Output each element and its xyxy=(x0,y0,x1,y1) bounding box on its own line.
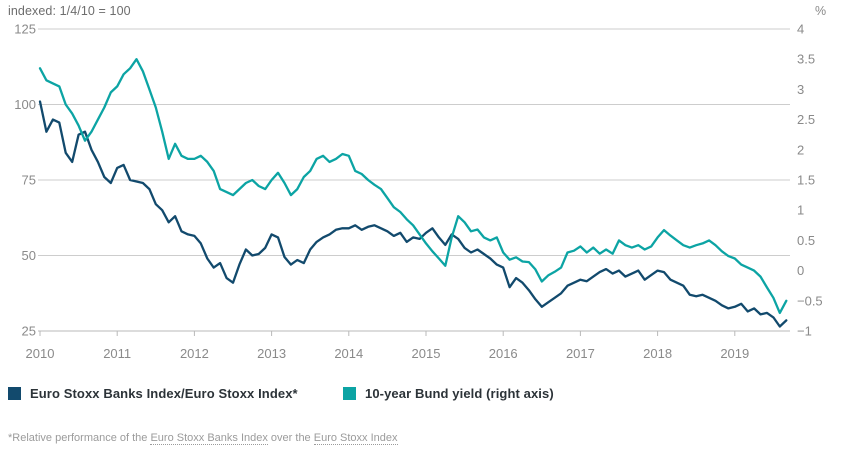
x-axis-year-label: 2017 xyxy=(566,346,595,361)
x-axis-year-label: 2014 xyxy=(334,346,363,361)
left-axis-tick-label: 125 xyxy=(14,22,36,37)
x-axis-year-label: 2010 xyxy=(26,346,55,361)
series-line-banks-relative xyxy=(38,100,788,328)
series-line-bund-yield xyxy=(38,58,788,315)
x-axis-year-label: 2011 xyxy=(103,346,131,361)
legend-label-banks-index: Euro Stoxx Banks Index/Euro Stoxx Index* xyxy=(30,386,298,401)
right-axis-tick-label: 2.5 xyxy=(797,112,815,127)
dual-axis-line-chart: 2010 2011 2012 2013 2014 2015 2016 2017 2018 2019… xyxy=(14,22,823,362)
left-axis-tick-label: 50 xyxy=(22,248,36,263)
right-axis-tick-label: 2 xyxy=(797,142,804,157)
left-axis-tick-label: 25 xyxy=(22,324,36,339)
x-axis-year-label: 2019 xyxy=(720,346,749,361)
footnote-middle: over the xyxy=(267,432,314,444)
right-axis-tick-label: 0 xyxy=(797,263,804,278)
x-axis-year-label: 2015 xyxy=(412,346,441,361)
x-axis-year-label: 2013 xyxy=(257,346,286,361)
right-axis-tick-label: 4 xyxy=(797,22,804,37)
left-axis-title: indexed: 1/4/10 = 100 xyxy=(8,4,131,18)
footnote-link-stoxx-index[interactable]: Euro Stoxx Index xyxy=(313,432,398,445)
left-axis-tick-label: 75 xyxy=(22,173,36,188)
legend-label-bund-yield: 10-year Bund yield (right axis) xyxy=(365,386,554,401)
right-axis-title: % xyxy=(815,4,827,18)
x-axis-year-label: 2012 xyxy=(180,346,209,361)
right-axis-tick-label: 1 xyxy=(797,203,804,218)
x-axis-year-label: 2018 xyxy=(643,346,672,361)
legend-swatch-navy xyxy=(8,387,21,400)
x-axis-year-label: 2016 xyxy=(489,346,518,361)
right-axis-tick-label: 0.5 xyxy=(797,233,815,248)
footnote: *Relative performance of the Euro Stoxx … xyxy=(8,432,398,445)
footnote-prefix: *Relative performance of the xyxy=(8,432,151,444)
legend-item-banks-index: Euro Stoxx Banks Index/Euro Stoxx Index* xyxy=(8,386,298,401)
right-axis-tick-label: −0.5 xyxy=(797,293,823,308)
left-axis-tick-label: 100 xyxy=(14,97,36,112)
right-axis-tick-label: 3.5 xyxy=(797,52,815,67)
legend-swatch-teal xyxy=(343,387,356,400)
right-axis-tick-label: 3 xyxy=(797,82,804,97)
legend-item-bund-yield: 10-year Bund yield (right axis) xyxy=(343,386,554,401)
right-axis-tick-label: 1.5 xyxy=(797,173,815,188)
footnote-link-banks-index[interactable]: Euro Stoxx Banks Index xyxy=(150,432,268,445)
right-axis-tick-label: −1 xyxy=(797,324,812,339)
legend: Euro Stoxx Banks Index/Euro Stoxx Index*… xyxy=(0,386,843,404)
